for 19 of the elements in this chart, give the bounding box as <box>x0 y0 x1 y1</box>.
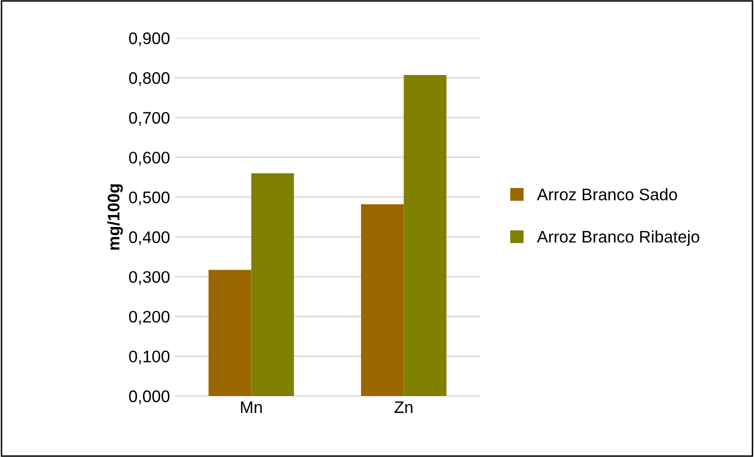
y-tick-label: 0,200 <box>129 310 170 325</box>
bar <box>208 270 252 396</box>
y-tick-label: 0,900 <box>129 32 170 46</box>
y-tick-label: 0,100 <box>129 350 170 364</box>
legend-label: Arroz Branco Ribatejo <box>536 230 700 246</box>
y-tick-label: 0,800 <box>129 72 170 86</box>
x-tick-label: Zn <box>394 401 412 413</box>
x-tick-label: Mn <box>241 401 262 413</box>
y-tick-label: 0,700 <box>129 112 170 126</box>
bar <box>404 74 446 396</box>
y-tick-label: 0,300 <box>129 271 170 285</box>
bar <box>361 204 404 396</box>
y-tick-label: 0,600 <box>129 152 170 166</box>
legend-label: Arroz Branco Sado <box>536 188 678 200</box>
bar <box>251 173 294 396</box>
y-axis-title: mg/100g <box>107 184 123 250</box>
y-tick-label: 0,500 <box>129 192 170 206</box>
y-tick-label: 0,000 <box>129 390 170 404</box>
y-tick-label: 0,400 <box>129 231 170 246</box>
